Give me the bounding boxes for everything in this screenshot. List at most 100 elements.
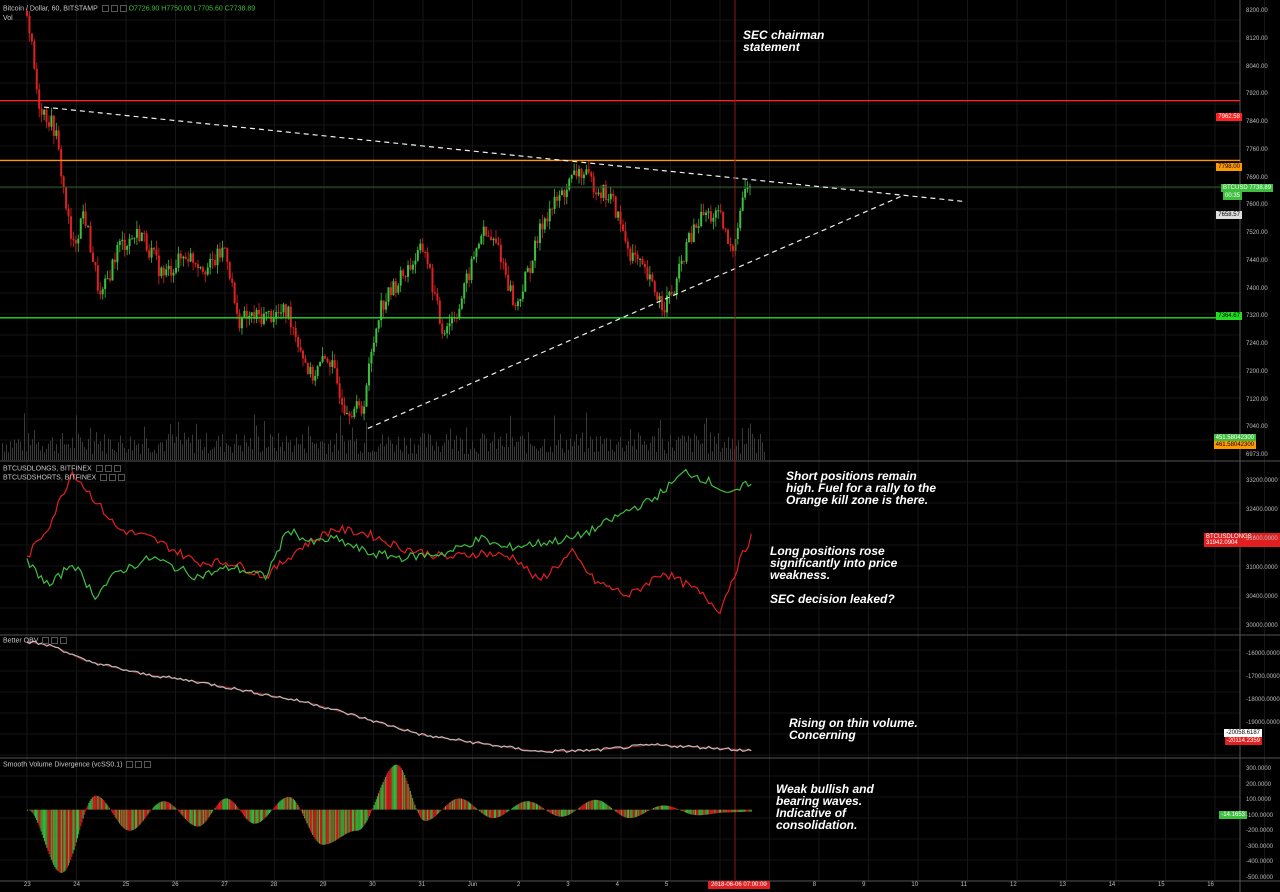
svd-bar: [261, 809, 263, 822]
candle-body: [643, 264, 646, 268]
svd-bar: [408, 787, 410, 810]
svd-bar: [182, 809, 184, 817]
candle-body: [255, 309, 258, 319]
volume-bar: [126, 452, 127, 460]
svd-bar: [188, 809, 190, 823]
svd-bar: [287, 797, 289, 810]
volume-bar: [756, 452, 757, 460]
candle-body: [385, 301, 388, 310]
volume-bar: [76, 415, 77, 460]
close-icon[interactable]: [144, 761, 152, 768]
svd-bar: [134, 809, 136, 829]
svd-bar: [363, 809, 365, 827]
settings-icon[interactable]: [51, 637, 59, 644]
svd-bar: [591, 800, 593, 810]
volume-bar: [520, 436, 521, 460]
candle-body: [534, 240, 537, 261]
svd-bar: [572, 809, 574, 813]
eye-icon[interactable]: [95, 465, 103, 472]
eye-icon[interactable]: [126, 761, 134, 768]
eye-icon[interactable]: [101, 5, 109, 12]
candle-body: [697, 226, 700, 228]
svd-bar: [59, 809, 61, 873]
eye-icon[interactable]: [100, 474, 108, 481]
settings-icon[interactable]: [104, 465, 112, 472]
svd-axis-label: -500.0000: [1246, 874, 1274, 881]
volume-bar: [488, 451, 489, 460]
svd-bar: [460, 798, 462, 810]
volume-bar: [88, 438, 89, 460]
volume-bar: [234, 443, 235, 460]
volume-bar: [210, 449, 211, 460]
volume-label[interactable]: Vol: [3, 15, 13, 22]
candle-body: [560, 190, 563, 196]
svd-bar: [574, 809, 576, 811]
svd-bar: [205, 809, 207, 822]
close-icon[interactable]: [119, 5, 127, 12]
volume-bar: [432, 445, 433, 460]
candle-body: [451, 316, 454, 324]
close-icon[interactable]: [60, 637, 68, 644]
symbol-header[interactable]: Bitcoin / Dollar, 60, BITSTAMP O7726.90 …: [3, 5, 255, 12]
candle-body: [617, 211, 620, 218]
svd-bar: [463, 799, 465, 810]
svd-bar: [692, 809, 694, 815]
volume-bar: [28, 432, 29, 460]
volume-bar: [724, 442, 725, 460]
candle-body: [96, 265, 99, 291]
price-axis-label: 7400.00: [1246, 285, 1268, 292]
volume-bar: [136, 445, 137, 460]
svd-bar: [660, 805, 662, 810]
settings-icon[interactable]: [110, 5, 118, 12]
svd-bar: [737, 809, 739, 813]
svd-bar: [411, 794, 412, 810]
svd-bar: [215, 806, 217, 810]
volume-bar: [164, 451, 165, 460]
volume-bar: [120, 435, 121, 460]
candle-body: [33, 41, 36, 69]
svd-bar: [609, 807, 611, 810]
svd-bar: [557, 809, 559, 817]
svd-bar: [414, 804, 416, 810]
svd-bar: [245, 809, 247, 818]
svd-panel-label[interactable]: Smooth Volume Divergence (vcSS0.1): [3, 761, 152, 768]
volume-bar: [752, 433, 753, 460]
close-icon[interactable]: [113, 465, 121, 472]
candle-body: [333, 360, 336, 369]
longs-panel-label[interactable]: BTCUSDLONGS, BITFINEX: [3, 465, 121, 472]
obv-panel-label[interactable]: Better OBV: [3, 637, 68, 644]
svd-bar: [539, 805, 541, 810]
svd-bar: [322, 809, 324, 845]
candle-body: [143, 232, 146, 234]
svd-bar: [125, 809, 127, 830]
candle-body: [529, 268, 532, 273]
volume-bar: [562, 448, 563, 460]
volume-bar: [660, 419, 661, 460]
svd-bar: [400, 768, 402, 810]
close-icon[interactable]: [118, 474, 126, 481]
shorts-panel-label[interactable]: BTCUSDSHORTS, BITFINEX: [3, 474, 126, 481]
svd-bar: [111, 809, 113, 812]
candle-body: [497, 242, 500, 245]
volume-bar: [454, 440, 455, 460]
candle-body: [253, 312, 256, 319]
svd-bar: [612, 808, 614, 810]
svd-bar: [720, 809, 722, 813]
svd-bar: [366, 809, 368, 821]
svd-bar: [78, 809, 80, 835]
settings-icon[interactable]: [109, 474, 117, 481]
svd-bar: [548, 809, 550, 813]
volume-bar: [176, 436, 177, 460]
eye-icon[interactable]: [42, 637, 50, 644]
volume-bar: [200, 439, 201, 460]
svd-bar: [742, 809, 744, 812]
svd-bar: [440, 809, 442, 811]
volume-bar: [32, 439, 33, 460]
candle-body: [348, 413, 351, 417]
svd-bar: [186, 809, 188, 821]
settings-icon[interactable]: [135, 761, 143, 768]
svd-bar: [225, 798, 227, 810]
candle-body: [377, 320, 380, 329]
svd-bar: [297, 804, 299, 810]
